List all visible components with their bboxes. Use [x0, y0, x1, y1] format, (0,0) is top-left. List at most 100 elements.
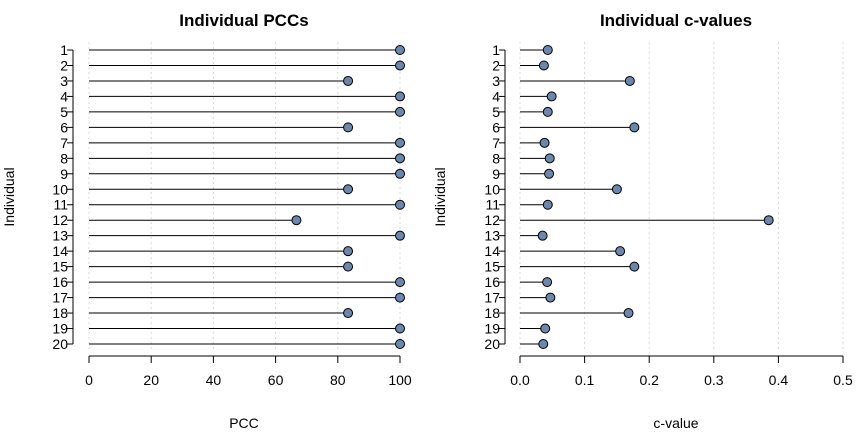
- pcc-point: [343, 184, 354, 195]
- pcc-y-tick-label: 17: [52, 290, 68, 306]
- pcc-x-tick-label: 40: [206, 372, 222, 388]
- cvalue-point: [538, 339, 549, 349]
- pcc-point: [395, 60, 405, 71]
- pcc-y-tick-label: 16: [52, 274, 68, 290]
- cvalue-point: [539, 137, 550, 148]
- cvalue-y-tick-label: 12: [484, 212, 500, 228]
- cvalue-y-tick-label: 4: [492, 88, 500, 104]
- cvalue-y-tick-label: 5: [492, 104, 500, 120]
- pcc-point: [395, 292, 405, 303]
- pcc-title: Individual PCCs: [179, 11, 308, 30]
- pcc-y-tick-label: 11: [53, 197, 68, 213]
- pcc-point: [343, 75, 354, 86]
- pcc-y-tick-label: 8: [60, 150, 68, 166]
- cvalue-y-tick-label: 18: [484, 305, 500, 321]
- pcc-y-tick-label: 9: [60, 166, 68, 182]
- pcc-point: [343, 246, 354, 257]
- cvalue-x-tick-label: 0.2: [639, 372, 659, 388]
- cvalue-x-tick-label: 0.0: [510, 372, 530, 388]
- cvalue-point: [542, 199, 553, 210]
- cvalue-y-tick-label: 13: [484, 228, 500, 244]
- cvalue-y-tick-label: 10: [484, 181, 500, 197]
- pcc-point: [395, 168, 405, 179]
- cvalue-point: [624, 75, 635, 86]
- pcc-y-tick-label: 4: [60, 88, 68, 104]
- cvalue-x-tick-label: 0.4: [769, 372, 789, 388]
- pcc-point: [395, 106, 405, 117]
- pcc-y-tick-label: 18: [52, 305, 68, 321]
- pcc-y-tick-label: 1: [60, 42, 68, 58]
- cvalue-y-tick-label: 14: [484, 243, 500, 259]
- cvalue-point: [545, 292, 556, 303]
- pcc-x-tick-label: 20: [143, 372, 159, 388]
- pcc-y-tick-label: 2: [60, 57, 68, 73]
- pcc-point: [343, 261, 354, 272]
- cvalue-y-tick-label: 20: [484, 336, 500, 352]
- cvalue-point: [544, 168, 555, 179]
- pcc-y-axis-label: Individual: [1, 167, 17, 226]
- pcc-y-tick-label: 7: [60, 135, 68, 151]
- cvalue-point: [542, 277, 553, 288]
- pcc-point: [343, 122, 354, 133]
- cvalue-x-axis-label: c-value: [653, 415, 698, 431]
- pcc-y-tick-label: 12: [52, 212, 68, 228]
- pcc-y-tick-label: 6: [60, 119, 68, 135]
- pcc-y-tick-label: 20: [52, 336, 68, 352]
- cvalue-y-tick-label: 7: [492, 135, 500, 151]
- cvalue-y-tick-label: 11: [485, 197, 500, 213]
- cvalue-y-tick-label: 3: [492, 73, 500, 89]
- cvalue-point: [629, 122, 640, 133]
- pcc-y-tick-label: 10: [52, 181, 68, 197]
- pcc-point: [395, 323, 405, 334]
- pcc-point: [395, 137, 405, 148]
- cvalue-y-tick-label: 1: [492, 42, 500, 58]
- pcc-x-tick-label: 60: [268, 372, 284, 388]
- cvalue-y-axis-label: Individual: [432, 167, 448, 226]
- pcc-point: [395, 277, 405, 288]
- cvalue-point: [629, 261, 640, 272]
- pcc-y-tick-label: 13: [52, 228, 68, 244]
- cvalue-point: [542, 45, 553, 55]
- pcc-point: [395, 199, 405, 210]
- cvalue-y-tick-label: 19: [484, 321, 500, 337]
- cvalue-title: Individual c-values: [600, 11, 752, 30]
- cvalue-point: [544, 153, 555, 164]
- cvalue-y-tick-label: 15: [484, 259, 500, 275]
- cvalue-y-tick-label: 17: [484, 290, 500, 306]
- cvalue-y-tick-label: 6: [492, 119, 500, 135]
- pcc-y-tick-label: 14: [52, 243, 68, 259]
- cvalue-y-tick-label: 2: [492, 57, 500, 73]
- cvalue-point: [542, 106, 553, 117]
- cvalue-x-tick-label: 0.1: [575, 372, 595, 388]
- pcc-x-tick-label: 100: [388, 372, 412, 388]
- pcc-x-tick-label: 0: [85, 372, 93, 388]
- pcc-point: [395, 153, 405, 164]
- cvalue-point: [615, 246, 626, 257]
- cvalue-x-tick-label: 0.3: [704, 372, 724, 388]
- cvalue-x-tick-label: 0.5: [833, 372, 853, 388]
- pcc-x-axis-label: PCC: [229, 415, 259, 431]
- pcc-point: [395, 339, 405, 349]
- cvalue-point: [623, 308, 634, 319]
- pcc-y-tick-label: 5: [60, 104, 68, 120]
- pcc-point: [395, 230, 405, 241]
- cvalue-point: [763, 215, 774, 226]
- pcc-y-tick-label: 15: [52, 259, 68, 275]
- cvalue-y-tick-label: 16: [484, 274, 500, 290]
- pcc-y-tick-label: 19: [52, 321, 68, 337]
- pcc-point: [395, 45, 405, 55]
- pcc-x-tick-label: 80: [330, 372, 346, 388]
- pcc-point: [291, 215, 302, 226]
- cvalue-y-tick-label: 8: [492, 150, 500, 166]
- cvalue-point: [540, 323, 551, 334]
- cvalue-point: [537, 230, 548, 241]
- pcc-point: [395, 91, 405, 102]
- cvalue-point: [538, 60, 549, 71]
- cvalue-point: [546, 91, 557, 102]
- pcc-y-tick-label: 3: [60, 73, 68, 89]
- cvalue-y-tick-label: 9: [492, 166, 500, 182]
- pcc-point: [343, 308, 354, 319]
